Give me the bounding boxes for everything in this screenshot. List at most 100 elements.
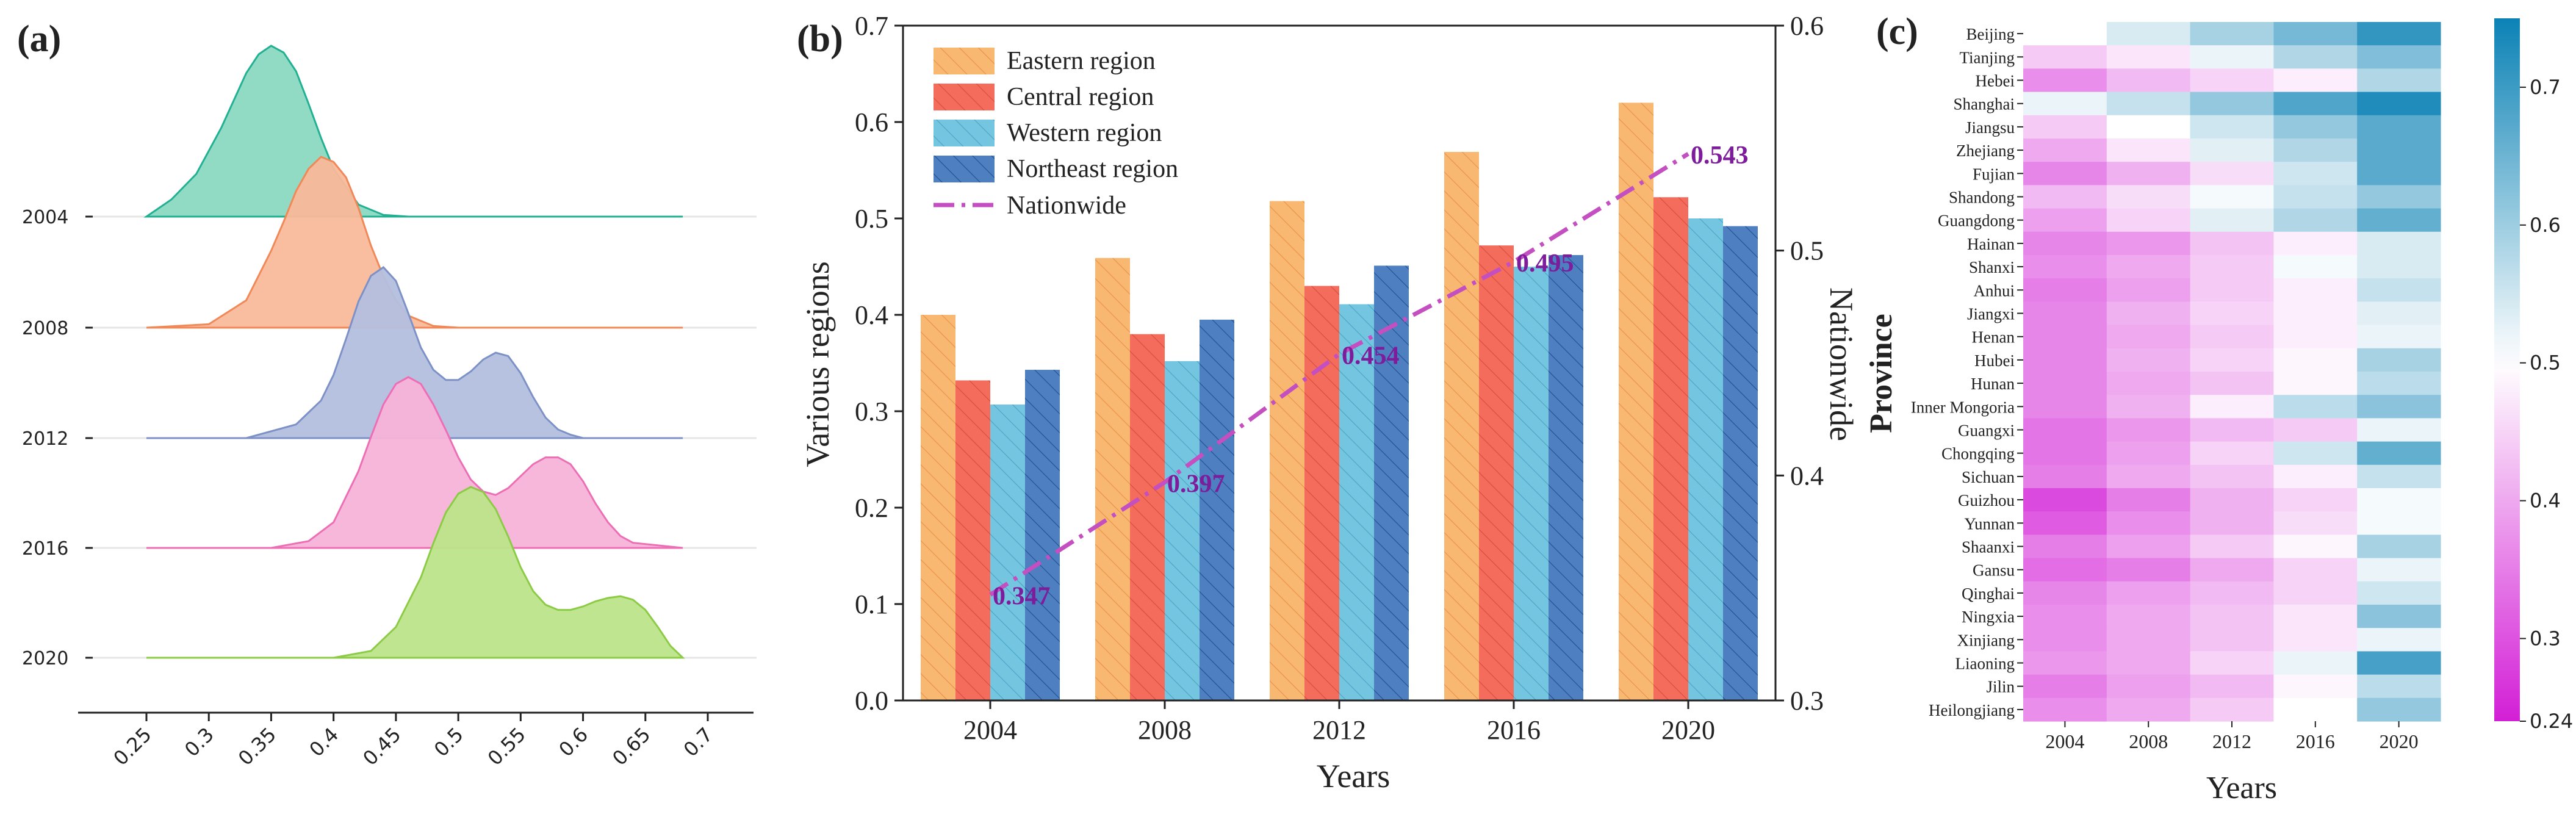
heatmap-cell [2106,139,2191,162]
heatmap-cell [2357,325,2441,349]
heatmap-cell [2273,628,2358,652]
y2-tick-label-b: 0.3 [1790,686,1824,716]
heatmap-cell [2357,511,2441,535]
heatmap-cell [2106,558,2191,582]
x-tick-label-a: 0.45 [358,723,405,770]
nationwide-line-group: 0.347 0.397 0.454 0.495 0.543 [989,142,1749,611]
heatmap-cell [2023,581,2107,605]
heatmap-cell [2273,651,2358,675]
x-tick-label-a: 0.65 [608,723,655,770]
colorbar-tick-label: 0.7 [2530,76,2561,99]
bar-central-2004 [955,380,990,700]
heatmap-cell [2357,278,2441,302]
heatmap-cell [2357,418,2441,442]
heatmap-cell [2106,301,2191,326]
y-tick-label-b: 0.3 [855,397,888,426]
y-axis-label-b: Various regions [799,261,836,467]
heatmap-cell [2190,628,2274,652]
heatmap-cell [2023,115,2107,139]
heatmap-cell [2023,22,2107,46]
province-label: Heilongjiang [1929,701,2015,719]
bar-central-2020 [1653,197,1688,700]
heatmap-cell [2106,488,2191,512]
bar-eastern-2020 [1619,103,1653,700]
heatmap-cell [2273,301,2358,326]
heatmap-cell [2190,278,2274,302]
heatmap-cell [2190,325,2274,349]
heatmap-cell [2273,348,2358,372]
heatmap-cell [2273,372,2358,395]
heatmap-cell [2357,115,2441,139]
heatmap-cell [2357,395,2441,419]
heatmap-cell [2023,697,2107,722]
heatmap-cell [2106,185,2191,209]
heatmap-cell [2106,464,2191,489]
province-label: Zhejiang [1956,142,2015,160]
heatmap-cell [2357,441,2441,466]
heatmap-cell [2023,231,2107,256]
ridge-label-2012: 2012 [22,428,68,450]
heatmap-cell [2023,464,2107,489]
x-tick-label-a: 0.55 [483,723,530,770]
bar-eastern-2008 [1095,257,1130,700]
nationwide-value-label: 0.397 [1167,470,1225,498]
bar-group [921,103,1758,701]
province-label: Shanghai [1954,95,2015,113]
colorbar: 0.24 0.3 0.4 0.5 0.6 0.7 [2494,18,2573,733]
heatmap-cell [2106,22,2191,46]
colorbar-tick-label: 0.3 [2530,627,2561,650]
heatmap-cell [2023,185,2107,209]
heatmap-cell [2023,325,2107,349]
heatmap-cell [2357,45,2441,69]
heatmap-cell [2106,534,2191,559]
province-label: Guizhou [1958,491,2015,509]
bar-western-2012 [1339,304,1374,700]
x-tick-label-b: 2016 [1487,715,1541,745]
legend-b: Eastern region Central region Western regi… [934,47,1178,220]
heatmap-cell [2190,511,2274,535]
heatmap-cell [2273,255,2358,279]
colorbar-tick-label: 0.5 [2530,351,2561,375]
province-label: Gansu [1973,561,2015,580]
province-label: Ningxia [1962,608,2015,626]
panel-c-heatmap: Beijing Tianjing Hebei Shanghai Jiangsu Zheji… [1864,18,2573,805]
heatmap-cell [2273,68,2358,93]
bar-central-2008 [1130,334,1165,700]
heatmap-cell [2357,92,2441,116]
y2-tick-label-b: 0.5 [1790,236,1824,266]
heatmap-cell [2357,534,2441,559]
colorbar-bar [2494,18,2520,721]
bar-central-2012 [1304,286,1339,701]
heatmap-cell [2357,605,2441,628]
province-label: Guangxi [1958,422,2015,440]
bar-eastern-2016 [1444,151,1479,701]
ridge-2012 [146,266,683,439]
heatmap-cell [2023,558,2107,582]
province-label: Hunan [1971,375,2015,393]
ridge-label-2008: 2008 [22,318,68,339]
heatmap-cell [2106,628,2191,652]
heatmap-cell [2023,605,2107,628]
heatmap-cell [2357,301,2441,326]
x-tick-label-c: 2012 [2212,730,2251,752]
heatmap-cell [2023,674,2107,699]
nationwide-value-label: 0.347 [993,583,1051,611]
heatmap-cell [2273,92,2358,116]
heatmap-cell [2190,45,2274,69]
heatmap-cell [2273,581,2358,605]
heatmap-cell [2190,534,2274,559]
heatmap-cell [2357,255,2441,279]
heatmap-cell [2190,464,2274,489]
heatmap-cell [2273,231,2358,256]
colorbar-tick-label: 0.4 [2530,489,2561,513]
heatmap-cell [2357,697,2441,722]
heatmap-cell [2190,68,2274,93]
bar-northeast-2004 [1025,370,1060,700]
heatmap-cell [2023,255,2107,279]
heatmap-cell [2023,92,2107,116]
heatmap-cell [2023,441,2107,466]
legend-label-nationwide: Nationwide [1007,192,1126,220]
heatmap-cell [2357,488,2441,512]
heatmap-cell [2190,441,2274,466]
